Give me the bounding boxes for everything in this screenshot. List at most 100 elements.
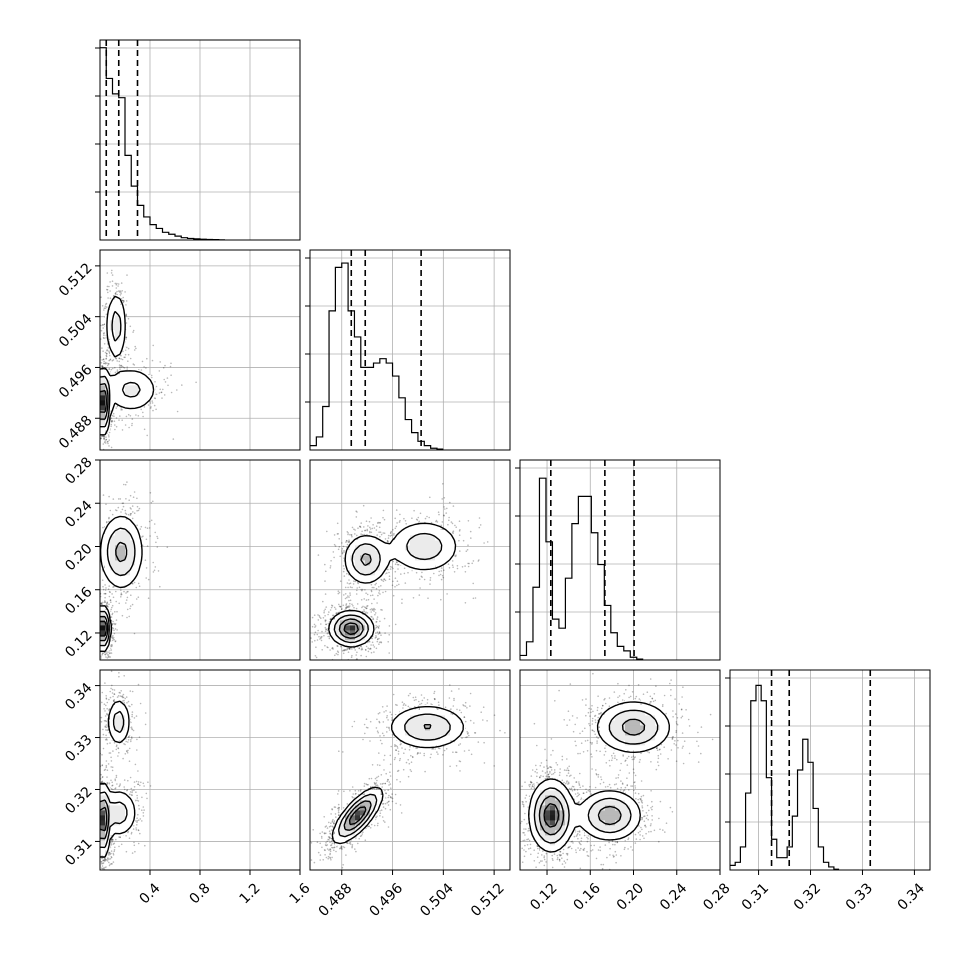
density-cell [365,555,371,561]
contour-level [100,527,136,647]
sample-point [394,527,397,530]
sample-point [129,415,132,417]
density-cell [100,425,106,431]
sample-point [389,565,392,568]
sample-point [361,648,364,651]
sample-point [341,550,343,552]
sample-point [325,606,328,608]
sample-point [110,601,112,603]
sample-point [167,384,169,387]
density-cell [125,565,131,571]
contour-lines [328,522,457,648]
sample-point [325,623,327,626]
density-cell [335,615,341,621]
sample-point [343,649,346,651]
sample-point [118,366,121,369]
density-cell [335,635,341,641]
sample-point [467,544,469,546]
sample-point [349,599,352,602]
density-cell [425,565,431,571]
sample-point [318,635,320,638]
sample-point [152,500,154,503]
density-cell [400,545,406,551]
sample-point [438,513,440,516]
sample-point [115,284,118,286]
density-cell [355,610,361,616]
sample-point [317,629,319,632]
sample-point [100,602,102,605]
sample-point [367,598,370,601]
sample-point [390,534,393,537]
sample-point [125,336,127,339]
sample-point [372,608,375,611]
density-cell [130,540,136,546]
sample-point [384,538,387,540]
sample-point [317,554,320,556]
density-cell [135,395,141,401]
sample-point [122,301,125,304]
sample-point [376,616,379,618]
sample-point [374,613,376,616]
sample-point [363,598,366,600]
sample-point [324,615,326,617]
sample-point [331,605,334,607]
sample-point [104,592,107,595]
sample-point [106,602,108,604]
sample-point [135,598,138,600]
sample-point [334,545,337,547]
sample-point [356,511,358,513]
density-cell [125,535,131,541]
density-cell [135,545,141,551]
sample-point [348,583,351,585]
sample-point [111,863,113,865]
sample-point [376,618,378,620]
sample-point [341,552,344,555]
sample-point [355,593,358,595]
sample-point [401,598,403,601]
sample-point [102,862,105,864]
sample-point [123,300,125,303]
density-cell [120,570,126,576]
sample-point [103,438,106,440]
density-cell [435,550,441,556]
sample-point [356,603,359,605]
sample-point [154,566,157,568]
sample-point [326,530,328,533]
density-cell [100,625,106,631]
sample-point [352,605,354,607]
density-cell [350,615,356,621]
density-cell [420,535,426,541]
contour-level [100,310,141,428]
density-cell [120,330,126,336]
sample-point [176,389,178,391]
sample-point [320,636,322,638]
sample-point [152,344,154,347]
sample-point [324,608,327,611]
sample-point [106,769,109,771]
sample-point [163,394,166,396]
sample-point [392,560,395,563]
sample-point [348,647,351,650]
sample-point [147,597,150,599]
sample-point [104,362,107,365]
sample-point [316,639,319,641]
density-cell [345,565,351,571]
sample-point [326,632,329,635]
sample-point [315,646,317,648]
sample-point [134,345,136,348]
sample-point [373,651,375,653]
sample-point [486,541,489,543]
sample-point [150,519,153,522]
sample-point [100,602,102,604]
sample-point [108,495,110,498]
sample-point [105,521,108,524]
sample-point [111,269,113,272]
sample-point [343,575,346,577]
sample-point [364,648,367,651]
sample-point [103,437,105,440]
density-cell [125,545,131,551]
sample-point [346,582,349,584]
sample-point [101,435,104,438]
density-cell [115,310,121,316]
sample-point [440,570,443,572]
